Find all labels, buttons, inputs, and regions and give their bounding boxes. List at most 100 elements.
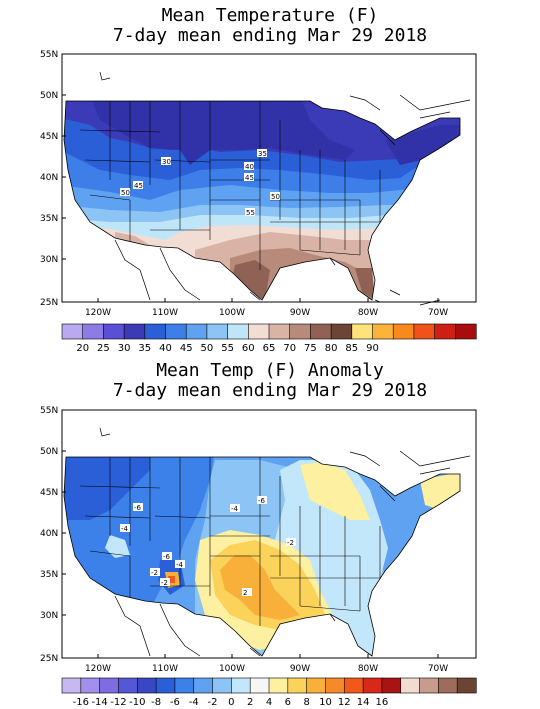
contour-label: 35	[258, 150, 267, 158]
colorbar-swatch	[82, 323, 104, 340]
colorbar-swatch	[268, 677, 289, 694]
colorbar-tick-label: 75	[304, 343, 317, 354]
colorbar-tick-label: 35	[138, 343, 151, 354]
colorbar-swatch	[174, 677, 195, 694]
lon-labels-top: 120W 110W 100W 90W 80W 70W	[85, 308, 448, 318]
contour-label: 2	[243, 589, 247, 597]
colorbar-swatch	[287, 677, 308, 694]
contour-labels-top: 30 35 40 45 45 50 50 55	[120, 149, 280, 217]
colorbar-tick-label: -8	[151, 697, 161, 708]
colorbar-swatch	[185, 323, 208, 340]
contour-label: -2	[287, 539, 294, 547]
state-lines-top	[79, 101, 381, 270]
lon-label: 100W	[219, 308, 245, 318]
contour-label: -4	[176, 561, 184, 569]
colorbar-tick-label: -14	[91, 697, 107, 708]
contour-label: 50	[271, 193, 280, 201]
colorbar-tick-label: 30	[118, 343, 131, 354]
colorbar-tick-label: 10	[319, 697, 332, 708]
lon-label: 70W	[428, 308, 448, 318]
contour-label: -6	[258, 497, 266, 505]
axis-ticks-top	[62, 53, 439, 303]
us-outline-top	[63, 100, 461, 301]
state-lines-bottom	[79, 457, 381, 626]
colorbar-swatch	[306, 677, 327, 694]
coastlines-bottom	[99, 427, 471, 657]
contour-label: -4	[231, 505, 239, 513]
colorbar-swatch	[99, 677, 120, 694]
colorbar-tick-label: 4	[266, 697, 272, 708]
lat-labels-bottom: 55N 50N 45N 40N 35N 30N 25N	[40, 406, 58, 664]
lat-label: 35N	[40, 570, 58, 580]
colorbar-swatch	[165, 323, 187, 340]
colorbar-tick-label: 80	[325, 343, 338, 354]
map-subtitle-bottom: 7-day mean ending Mar 29 2018	[112, 380, 428, 401]
lon-label: 90W	[290, 664, 310, 674]
lon-label: 120W	[85, 308, 111, 318]
colorbar-swatch	[419, 677, 439, 694]
lon-label: 80W	[358, 308, 378, 318]
contour-label: 30	[162, 158, 171, 166]
lat-label: 50N	[40, 447, 58, 457]
colorbar-swatch	[438, 677, 458, 694]
contour-label: -6	[134, 504, 142, 512]
colorbar-swatch	[103, 323, 125, 340]
colorbar-bottom: -16 -14 -12 -10 -8 -6 -4 -2 0 2 4 6 8 10 12 14 16	[61, 677, 477, 708]
colorbar-swatch	[231, 677, 251, 694]
colorbar-tick-label: 0	[228, 697, 234, 708]
colorbar-tick-label: 25	[97, 343, 110, 354]
colorbar-tick-label: 65	[263, 343, 276, 354]
lon-label: 80W	[358, 664, 378, 674]
lat-label: 50N	[40, 91, 58, 101]
colorbar-tick-label: 70	[283, 343, 296, 354]
lon-label: 110W	[152, 308, 178, 318]
colorbar-swatch	[61, 323, 84, 340]
contour-label: -6	[163, 553, 171, 561]
colorbar-swatch	[381, 677, 402, 694]
colorbar-swatch	[206, 323, 229, 340]
colorbar-swatch	[144, 323, 167, 340]
colorbar-swatch	[372, 323, 394, 340]
colorbar-swatch	[248, 323, 270, 340]
colorbar-tick-label: 8	[303, 697, 309, 708]
colorbar-tick-label: 60	[242, 343, 255, 354]
colorbar-tick-label: -4	[189, 697, 199, 708]
contour-label: -4	[121, 525, 129, 533]
colorbar-swatch	[80, 677, 101, 694]
colorbar-swatch	[362, 677, 383, 694]
colorbar-swatch	[434, 323, 456, 340]
lat-label: 25N	[40, 654, 58, 664]
colorbar-swatch	[118, 677, 138, 694]
lat-label: 40N	[40, 173, 58, 183]
colorbar-swatch	[249, 677, 270, 694]
colorbar-swatch	[343, 677, 364, 694]
lon-labels-bottom: 120W 110W 100W 90W 80W 70W	[85, 664, 448, 674]
colorbar-tick-label: -2	[208, 697, 218, 708]
colorbar-top: 20 25 30 35 40 45 50 55 60 65 70 75 80 85 90	[61, 323, 477, 354]
colorbar-swatch	[330, 323, 353, 340]
colorbar-swatch	[325, 677, 345, 694]
map-subtitle-top: 7-day mean ending Mar 29 2018	[112, 25, 428, 46]
lon-label: 110W	[152, 664, 178, 674]
lat-label: 35N	[40, 214, 58, 224]
colorbar-swatch	[268, 323, 291, 340]
contour-label: -2	[161, 579, 168, 587]
colorbar-tick-label: -10	[129, 697, 145, 708]
us-outline-bottom	[63, 456, 461, 657]
colorbar-tick-label: 50	[201, 343, 214, 354]
colorbar-tick-label: -6	[170, 697, 180, 708]
colorbar-tick-label: 2	[247, 697, 253, 708]
colorbar-swatch	[212, 677, 232, 694]
colorbar-swatch	[61, 677, 82, 694]
contour-labels-bottom: -6 -4 -6 -4 -2 -6 -4 -2 -2 2	[120, 496, 296, 597]
colorbar-tick-label: 14	[357, 697, 370, 708]
colorbar-swatch	[456, 677, 477, 694]
colorbar-swatch	[310, 323, 332, 340]
colorbar-swatch	[193, 677, 214, 694]
lat-label: 45N	[40, 132, 58, 142]
lat-label: 30N	[40, 611, 58, 621]
lat-label: 30N	[40, 255, 58, 265]
colorbar-swatch	[155, 677, 176, 694]
colorbar-tick-label: 12	[338, 697, 351, 708]
